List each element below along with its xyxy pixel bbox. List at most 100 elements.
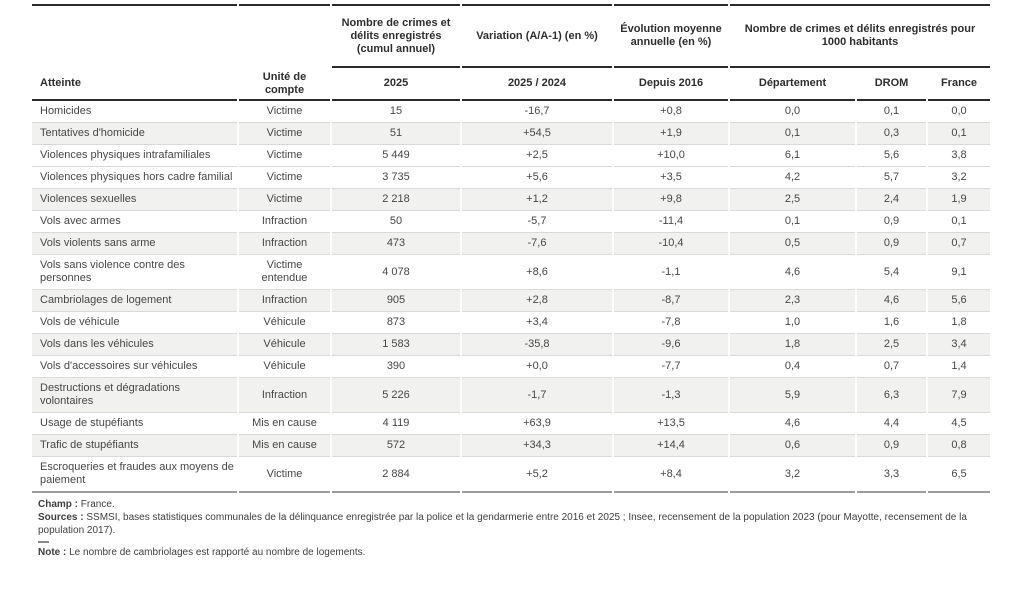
cell-n2025: 905 — [332, 290, 460, 312]
table-row: Homicides Victime 15 -16,7 +0,8 0,0 0,1 0,0 — [32, 101, 990, 123]
cell-departement: 1,8 — [730, 334, 855, 356]
table-row: Violences sexuelles Victime 2 218 +1,2 +9,8 2… — [32, 189, 990, 211]
cell-drom: 0,9 — [857, 211, 926, 233]
sources-label: Sources : — [38, 512, 84, 523]
table-row: Vols d'accessoires sur véhicules Véhicule… — [32, 356, 990, 378]
cell-variation: +2,5 — [462, 145, 612, 167]
cell-variation: +8,6 — [462, 255, 612, 290]
cell-france: 0,1 — [928, 211, 990, 233]
cell-departement: 0,0 — [730, 101, 855, 123]
cell-france: 0,1 — [928, 123, 990, 145]
cell-variation: -35,8 — [462, 334, 612, 356]
cell-variation: -1,7 — [462, 378, 612, 413]
cell-atteinte: Vols de véhicule — [32, 312, 237, 334]
cell-drom: 4,4 — [857, 413, 926, 435]
cell-n2025: 4 119 — [332, 413, 460, 435]
cell-france: 9,1 — [928, 255, 990, 290]
cell-unite: Victime — [239, 123, 330, 145]
cell-departement: 4,6 — [730, 413, 855, 435]
cell-atteinte: Homicides — [32, 101, 237, 123]
cell-departement: 0,6 — [730, 435, 855, 457]
cell-n2025: 5 449 — [332, 145, 460, 167]
table-header: Nombre de crimes et délits enregistrés (… — [32, 4, 990, 101]
cell-drom: 5,7 — [857, 167, 926, 189]
table-row: Vols sans violence contre des personnes V… — [32, 255, 990, 290]
cell-atteinte: Vols violents sans arme — [32, 233, 237, 255]
cell-departement: 1,0 — [730, 312, 855, 334]
cell-drom: 3,3 — [857, 457, 926, 493]
cell-n2025: 572 — [332, 435, 460, 457]
column-header-row: Atteinte Unité de compte 2025 2025 / 202… — [32, 68, 990, 101]
cell-evolution: -7,7 — [614, 356, 728, 378]
cell-unite: Infraction — [239, 233, 330, 255]
cell-n2025: 15 — [332, 101, 460, 123]
cell-atteinte: Vols avec armes — [32, 211, 237, 233]
cell-unite: Infraction — [239, 290, 330, 312]
cell-evolution: +1,9 — [614, 123, 728, 145]
note-label: Note : — [38, 547, 67, 558]
table-body: Homicides Victime 15 -16,7 +0,8 0,0 0,1 0,0 Tent… — [32, 101, 990, 493]
cell-departement: 0,5 — [730, 233, 855, 255]
cell-departement: 0,1 — [730, 211, 855, 233]
cell-n2025: 390 — [332, 356, 460, 378]
column-header-france: France — [928, 68, 990, 101]
cell-evolution: +10,0 — [614, 145, 728, 167]
cell-unite: Victime — [239, 189, 330, 211]
cell-variation: +54,5 — [462, 123, 612, 145]
cell-france: 3,8 — [928, 145, 990, 167]
cell-variation: +5,2 — [462, 457, 612, 493]
cell-evolution: -9,6 — [614, 334, 728, 356]
cell-atteinte: Violences sexuelles — [32, 189, 237, 211]
column-header-2025: 2025 — [332, 68, 460, 101]
sources-text: SSMSI, bases statistiques communales de … — [38, 512, 967, 536]
cell-atteinte: Tentatives d'homicide — [32, 123, 237, 145]
group-header-variation: Variation (A/A-1) (en %) — [462, 4, 612, 68]
cell-atteinte: Vols sans violence contre des personnes — [32, 255, 237, 290]
table-row: Tentatives d'homicide Victime 51 +54,5 +1,9 0… — [32, 123, 990, 145]
cell-unite: Infraction — [239, 211, 330, 233]
cell-evolution: -7,8 — [614, 312, 728, 334]
group-header-count: Nombre de crimes et délits enregistrés (… — [332, 4, 460, 68]
cell-atteinte: Trafic de stupéfiants — [32, 435, 237, 457]
cell-evolution: -8,7 — [614, 290, 728, 312]
cell-drom: 0,3 — [857, 123, 926, 145]
cell-n2025: 2 884 — [332, 457, 460, 493]
cell-departement: 2,3 — [730, 290, 855, 312]
footnote-champ: Champ : France. — [38, 498, 986, 511]
cell-france: 6,5 — [928, 457, 990, 493]
table-row: Destructions et dégradations volontaires… — [32, 378, 990, 413]
cell-unite: Infraction — [239, 378, 330, 413]
cell-evolution: +13,5 — [614, 413, 728, 435]
cell-unite: Véhicule — [239, 312, 330, 334]
cell-atteinte: Destructions et dégradations volontaires — [32, 378, 237, 413]
cell-atteinte: Usage de stupéfiants — [32, 413, 237, 435]
cell-atteinte: Cambriolages de logement — [32, 290, 237, 312]
group-header-per1000: Nombre de crimes et délits enregistrés p… — [730, 4, 990, 68]
column-header-departement: Département — [730, 68, 855, 101]
group-header-empty-unite — [239, 4, 330, 68]
cell-evolution: +0,8 — [614, 101, 728, 123]
cell-variation: +5,6 — [462, 167, 612, 189]
cell-n2025: 3 735 — [332, 167, 460, 189]
cell-france: 1,4 — [928, 356, 990, 378]
cell-drom: 2,4 — [857, 189, 926, 211]
cell-unite: Victime entendue — [239, 255, 330, 290]
cell-drom: 2,5 — [857, 334, 926, 356]
crime-stats-table: Nombre de crimes et délits enregistrés (… — [30, 4, 992, 493]
cell-atteinte: Violences physiques hors cadre familial — [32, 167, 237, 189]
cell-unite: Mis en cause — [239, 413, 330, 435]
cell-atteinte: Vols dans les véhicules — [32, 334, 237, 356]
cell-evolution: -1,3 — [614, 378, 728, 413]
cell-variation: +34,3 — [462, 435, 612, 457]
column-header-unite: Unité de compte — [239, 68, 330, 101]
cell-france: 1,8 — [928, 312, 990, 334]
cell-n2025: 873 — [332, 312, 460, 334]
table-row: Trafic de stupéfiants Mis en cause 572 +34,… — [32, 435, 990, 457]
table-row: Usage de stupéfiants Mis en cause 4 119 +63… — [32, 413, 990, 435]
cell-n2025: 4 078 — [332, 255, 460, 290]
cell-drom: 0,9 — [857, 233, 926, 255]
cell-unite: Victime — [239, 167, 330, 189]
cell-evolution: -10,4 — [614, 233, 728, 255]
cell-n2025: 2 218 — [332, 189, 460, 211]
